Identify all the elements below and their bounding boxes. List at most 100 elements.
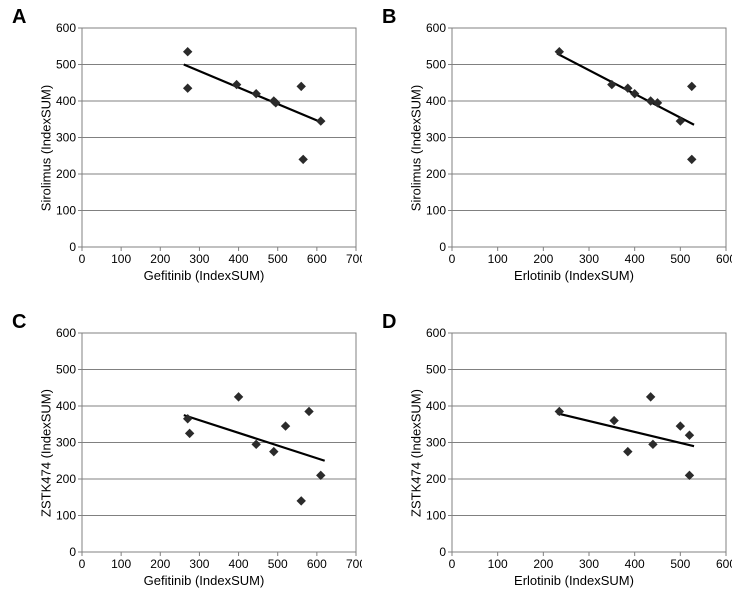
data-point xyxy=(305,407,313,415)
ytick-label: 0 xyxy=(439,240,446,254)
chart-grid: A Sirolimus (IndexSUM) Gefitinib (IndexS… xyxy=(0,0,742,612)
ytick-label: 600 xyxy=(56,326,76,340)
data-point xyxy=(555,48,563,56)
data-point xyxy=(688,82,696,90)
ytick-label: 300 xyxy=(56,436,76,450)
xlabel-c: Gefitinib (IndexSUM) xyxy=(144,573,265,588)
xtick-label: 700 xyxy=(346,557,362,571)
plot-d: ZSTK474 (IndexSUM) Erlotinib (IndexSUM) … xyxy=(416,319,732,586)
ytick-label: 400 xyxy=(56,399,76,413)
xtick-label: 300 xyxy=(579,557,599,571)
data-point xyxy=(235,393,243,401)
xlabel-d: Erlotinib (IndexSUM) xyxy=(514,573,634,588)
xtick-label: 700 xyxy=(346,252,362,266)
data-point xyxy=(184,84,192,92)
ytick-label: 600 xyxy=(426,326,446,340)
xlabel-b: Erlotinib (IndexSUM) xyxy=(514,268,634,283)
ytick-label: 600 xyxy=(56,21,76,35)
xtick-label: 400 xyxy=(229,252,249,266)
svg-a: 0100200300400500600010020030040050060070… xyxy=(46,14,362,281)
data-point xyxy=(688,155,696,163)
trend-line xyxy=(184,415,325,461)
ytick-label: 200 xyxy=(426,472,446,486)
panel-a: A Sirolimus (IndexSUM) Gefitinib (IndexS… xyxy=(6,6,366,301)
plot-c: ZSTK474 (IndexSUM) Gefitinib (IndexSUM) … xyxy=(46,319,362,586)
data-point xyxy=(624,448,632,456)
ylabel-c: ZSTK474 (IndexSUM) xyxy=(39,389,54,517)
xtick-label: 600 xyxy=(307,557,327,571)
panel-label-a: A xyxy=(12,6,26,29)
ytick-label: 500 xyxy=(426,58,446,72)
ylabel-b: Sirolimus (IndexSUM) xyxy=(409,84,424,210)
data-point xyxy=(654,99,662,107)
ytick-label: 200 xyxy=(56,472,76,486)
xtick-label: 300 xyxy=(579,252,599,266)
data-point xyxy=(282,422,290,430)
ytick-label: 0 xyxy=(439,545,446,559)
xtick-label: 400 xyxy=(625,252,645,266)
ytick-label: 500 xyxy=(426,363,446,377)
data-point xyxy=(685,471,693,479)
data-point xyxy=(317,471,325,479)
panel-c: C ZSTK474 (IndexSUM) Gefitinib (IndexSUM… xyxy=(6,311,366,606)
xtick-label: 300 xyxy=(189,557,209,571)
data-point xyxy=(685,431,693,439)
xtick-label: 0 xyxy=(449,557,456,571)
data-point xyxy=(297,82,305,90)
ytick-label: 100 xyxy=(56,509,76,523)
data-point xyxy=(610,417,618,425)
ytick-label: 300 xyxy=(56,131,76,145)
panel-label-d: D xyxy=(382,311,396,334)
xtick-label: 600 xyxy=(716,252,732,266)
svg-d: 01002003004005006000100200300400500600 xyxy=(416,319,732,586)
panel-d: D ZSTK474 (IndexSUM) Erlotinib (IndexSUM… xyxy=(376,311,736,606)
ytick-label: 600 xyxy=(426,21,446,35)
xtick-label: 200 xyxy=(533,557,553,571)
svg-b: 01002003004005006000100200300400500600 xyxy=(416,14,732,281)
ytick-label: 100 xyxy=(426,509,446,523)
ytick-label: 100 xyxy=(56,204,76,218)
xtick-label: 500 xyxy=(268,252,288,266)
ytick-label: 0 xyxy=(69,545,76,559)
ytick-label: 500 xyxy=(56,58,76,72)
panel-b: B Sirolimus (IndexSUM) Erlotinib (IndexS… xyxy=(376,6,736,301)
ytick-label: 300 xyxy=(426,436,446,450)
xtick-label: 100 xyxy=(111,252,131,266)
panel-label-b: B xyxy=(382,6,396,29)
xtick-label: 200 xyxy=(150,252,170,266)
ytick-label: 500 xyxy=(56,363,76,377)
data-point xyxy=(299,155,307,163)
xtick-label: 200 xyxy=(533,252,553,266)
data-point xyxy=(252,440,260,448)
ytick-label: 400 xyxy=(56,94,76,108)
plot-b: Sirolimus (IndexSUM) Erlotinib (IndexSUM… xyxy=(416,14,732,281)
data-point xyxy=(647,393,655,401)
ytick-label: 300 xyxy=(426,131,446,145)
ylabel-d: ZSTK474 (IndexSUM) xyxy=(409,389,424,517)
data-point xyxy=(186,429,194,437)
ytick-label: 400 xyxy=(426,94,446,108)
xtick-label: 600 xyxy=(716,557,732,571)
xlabel-a: Gefitinib (IndexSUM) xyxy=(144,268,265,283)
ytick-label: 400 xyxy=(426,399,446,413)
xtick-label: 100 xyxy=(111,557,131,571)
xtick-label: 0 xyxy=(79,557,86,571)
xtick-label: 200 xyxy=(150,557,170,571)
data-point xyxy=(297,497,305,505)
xtick-label: 500 xyxy=(670,252,690,266)
data-point xyxy=(649,440,657,448)
panel-label-c: C xyxy=(12,311,26,334)
ytick-label: 0 xyxy=(69,240,76,254)
xtick-label: 400 xyxy=(229,557,249,571)
data-point xyxy=(676,422,684,430)
data-point xyxy=(184,48,192,56)
xtick-label: 300 xyxy=(189,252,209,266)
xtick-label: 100 xyxy=(488,557,508,571)
ytick-label: 100 xyxy=(426,204,446,218)
plot-a: Sirolimus (IndexSUM) Gefitinib (IndexSUM… xyxy=(46,14,362,281)
svg-c: 0100200300400500600010020030040050060070… xyxy=(46,319,362,586)
ylabel-a: Sirolimus (IndexSUM) xyxy=(39,84,54,210)
xtick-label: 500 xyxy=(670,557,690,571)
xtick-label: 0 xyxy=(79,252,86,266)
xtick-label: 0 xyxy=(449,252,456,266)
